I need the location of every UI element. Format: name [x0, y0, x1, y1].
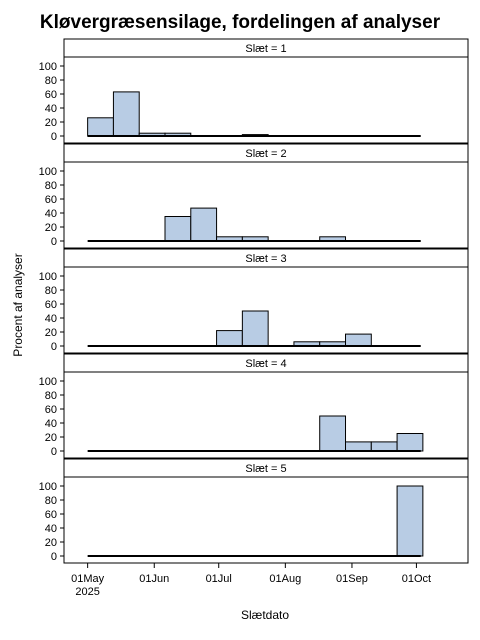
- panel-frame: [63, 476, 469, 564]
- y-tick-label: 40: [45, 208, 57, 220]
- panel-3: Slæt = 3 0 20 40 60 80 100: [39, 248, 469, 354]
- panel-strip-label: Slæt = 2: [245, 148, 286, 160]
- x-tick-label: 01Aug: [269, 573, 301, 585]
- y-tick-label: 100: [39, 166, 57, 178]
- histogram-bar: [216, 330, 243, 347]
- y-tick-label: 20: [45, 222, 57, 234]
- y-tick-label: 40: [45, 313, 57, 325]
- y-tick-label: 100: [39, 481, 57, 493]
- panel-strip-label: Slæt = 5: [245, 463, 286, 475]
- y-tick-label: 60: [45, 509, 57, 521]
- y-tick-label: 80: [45, 75, 57, 87]
- x-tick-label: 01Oct: [402, 573, 431, 585]
- panel-strip-label: Slæt = 1: [245, 43, 286, 55]
- y-tick-label: 0: [51, 236, 57, 248]
- histogram-bar: [345, 333, 372, 347]
- x-tick-label: 01Sep: [336, 573, 368, 585]
- y-tick-label: 60: [45, 194, 57, 206]
- y-tick-label: 60: [45, 404, 57, 416]
- y-tick-label: 100: [39, 271, 57, 283]
- panel-1: Slæt = 1 0 20 40 60 80 100: [39, 38, 469, 144]
- y-tick-label: 80: [45, 495, 57, 507]
- panel-frame: [63, 56, 469, 144]
- panel-frame: [63, 266, 469, 354]
- panel-2: Slæt = 2 0 20 40 60 80 100: [39, 143, 469, 249]
- panel-5: Slæt = 5 0 20 40 60 80 100: [39, 458, 469, 564]
- histogram-bar: [319, 415, 347, 452]
- y-axis-title: Procent af analyser: [11, 253, 25, 356]
- y-tick-label: 60: [45, 89, 57, 101]
- y-tick-label: 80: [45, 180, 57, 192]
- y-tick-label: 40: [45, 418, 57, 430]
- x-tick-label: 01May: [71, 573, 105, 585]
- y-tick-label: 20: [45, 537, 57, 549]
- histogram-bar: [396, 433, 424, 452]
- x-axis-title: Slætdato: [241, 608, 289, 622]
- panel-strip-label: Slæt = 4: [245, 358, 286, 370]
- panel-frame: [63, 161, 469, 249]
- panel-4: Slæt = 4 0 20 40 60 80 100: [39, 353, 469, 459]
- y-tick-label: 100: [39, 61, 57, 73]
- histogram-bar: [164, 216, 192, 242]
- histogram-bar: [345, 441, 372, 452]
- panel-strip-label: Slæt = 3: [245, 253, 286, 265]
- x-tick-label: 01Jul: [206, 573, 232, 585]
- histogram-bar: [370, 441, 398, 452]
- y-tick-label: 60: [45, 299, 57, 311]
- y-tick-label: 80: [45, 390, 57, 402]
- y-tick-label: 20: [45, 117, 57, 129]
- y-tick-label: 40: [45, 523, 57, 535]
- y-tick-label: 0: [51, 551, 57, 563]
- x-tick-label: 01Jun: [139, 573, 169, 585]
- histogram-bar: [112, 91, 140, 137]
- panels-group: Slæt = 1 0 20 40 60 80 100 Slæt = 2 0 20 40 60 80 100…: [39, 38, 469, 564]
- y-tick-label: 0: [51, 131, 57, 143]
- x-tick-sublabel: 2025: [75, 586, 99, 598]
- panel-frame: [63, 371, 469, 459]
- y-tick-label: 20: [45, 432, 57, 444]
- y-tick-label: 80: [45, 285, 57, 297]
- histogram-bar: [396, 485, 424, 557]
- histogram-bar: [87, 117, 114, 137]
- y-tick-label: 0: [51, 446, 57, 458]
- histogram-bar: [241, 310, 269, 347]
- y-tick-label: 0: [51, 341, 57, 353]
- y-tick-label: 100: [39, 376, 57, 388]
- y-tick-label: 40: [45, 103, 57, 115]
- y-tick-label: 20: [45, 327, 57, 339]
- chart-title: Kløvergræsensilage, fordelingen af analy…: [40, 12, 441, 33]
- histogram-bar: [190, 207, 218, 242]
